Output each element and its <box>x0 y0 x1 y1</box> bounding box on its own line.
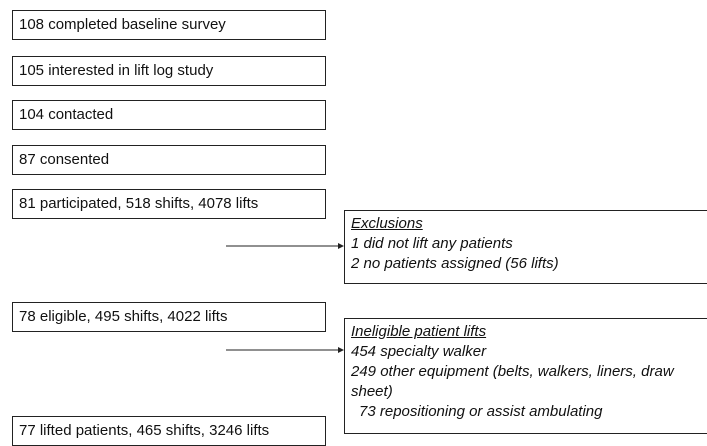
exclusions-title: Exclusions <box>351 215 423 232</box>
exclusion-item: 1 did not lift any patients <box>351 235 513 252</box>
flow-box: 108 completed baseline survey <box>12 10 326 40</box>
ineligible-item: 73 repositioning or assist ambulating <box>359 403 603 420</box>
flow-box: 81 participated, 518 shifts, 4078 lifts <box>12 189 326 219</box>
exclusion-item: 2 no patients assigned (56 lifts) <box>351 255 559 272</box>
ineligible-title: Ineligible patient lifts <box>351 323 487 340</box>
exclusions-box: Exclusions 1 did not lift any patients 2… <box>344 210 707 284</box>
ineligible-item: 454 specialty walker <box>351 343 487 360</box>
flow-box: 78 eligible, 495 shifts, 4022 lifts <box>12 302 326 332</box>
flow-box: 87 consented <box>12 145 326 175</box>
flow-box: 105 interested in lift log study <box>12 56 326 86</box>
ineligible-box: Ineligible patient lifts 454 specialty w… <box>344 318 707 434</box>
flow-box: 104 contacted <box>12 100 326 130</box>
ineligible-item: 249 other equipment (belts, walkers, lin… <box>351 363 674 400</box>
flow-box: 77 lifted patients, 465 shifts, 3246 lif… <box>12 416 326 446</box>
